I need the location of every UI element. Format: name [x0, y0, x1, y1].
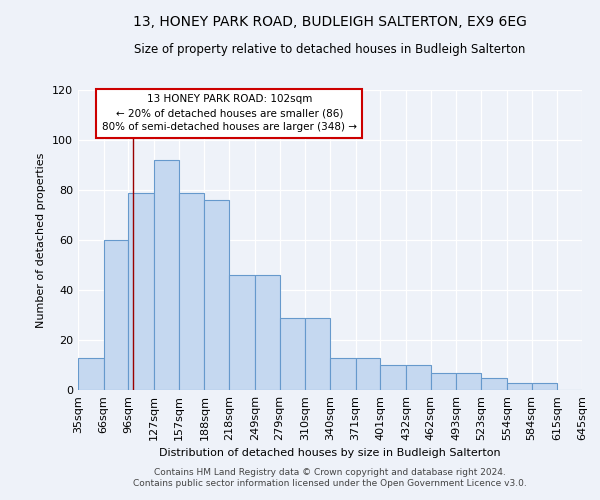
Bar [179, 192, 205, 390]
Bar [205, 200, 229, 390]
Bar [229, 275, 255, 390]
Bar [431, 372, 457, 390]
Bar [330, 358, 356, 390]
Bar [154, 160, 179, 390]
Text: Contains HM Land Registry data © Crown copyright and database right 2024.
Contai: Contains HM Land Registry data © Crown c… [133, 468, 527, 487]
Bar [305, 318, 330, 390]
Bar [280, 318, 305, 390]
Bar [78, 358, 104, 390]
Bar [128, 192, 154, 390]
Bar [406, 365, 431, 390]
Bar [380, 365, 406, 390]
Bar [356, 358, 380, 390]
Bar [481, 378, 507, 390]
Bar [507, 382, 532, 390]
Bar [457, 372, 481, 390]
X-axis label: Distribution of detached houses by size in Budleigh Salterton: Distribution of detached houses by size … [159, 448, 501, 458]
Y-axis label: Number of detached properties: Number of detached properties [37, 152, 46, 328]
Bar [255, 275, 280, 390]
Bar [104, 240, 128, 390]
Bar [532, 382, 557, 390]
Text: 13 HONEY PARK ROAD: 102sqm
← 20% of detached houses are smaller (86)
80% of semi: 13 HONEY PARK ROAD: 102sqm ← 20% of deta… [101, 94, 356, 132]
Text: 13, HONEY PARK ROAD, BUDLEIGH SALTERTON, EX9 6EG: 13, HONEY PARK ROAD, BUDLEIGH SALTERTON,… [133, 15, 527, 29]
Text: Size of property relative to detached houses in Budleigh Salterton: Size of property relative to detached ho… [134, 42, 526, 56]
